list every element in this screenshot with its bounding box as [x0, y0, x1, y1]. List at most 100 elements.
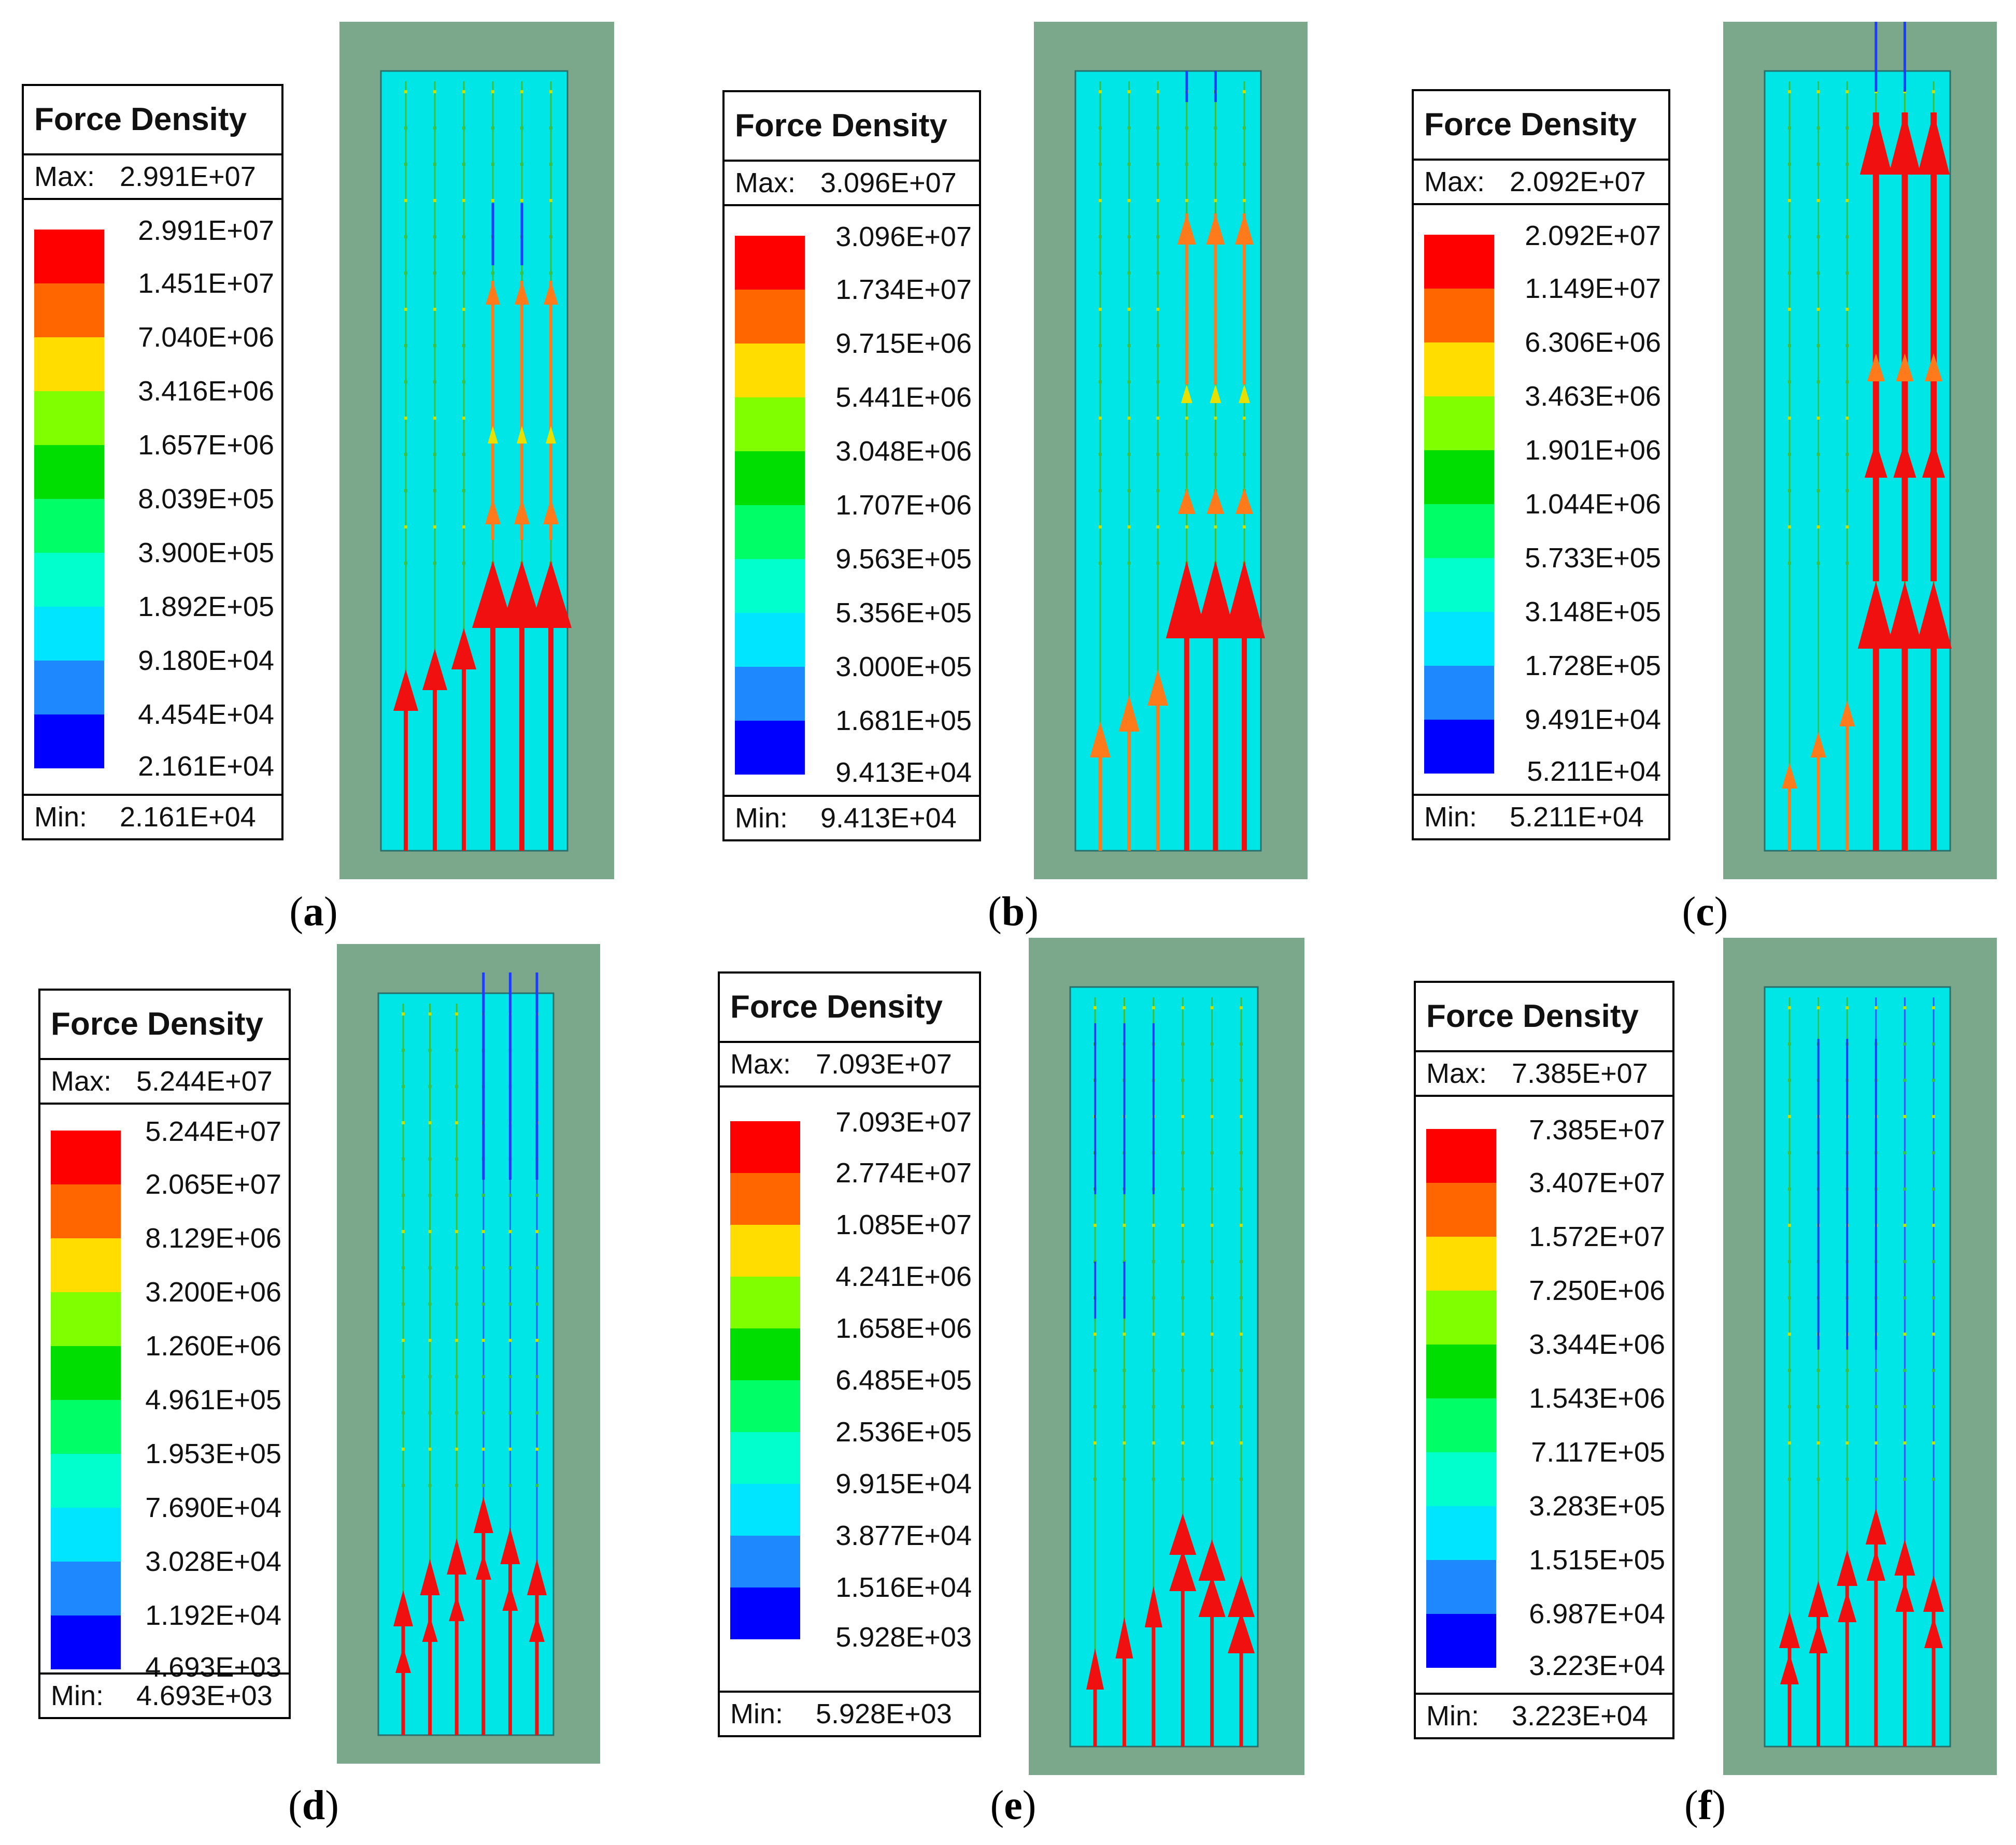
- color-swatch: [1426, 1129, 1496, 1183]
- vector-dot: [1181, 1079, 1185, 1082]
- legend-tick-label: 3.463E+06: [1525, 381, 1661, 412]
- vector-dot: [1816, 417, 1820, 420]
- arrow-head: [1147, 669, 1169, 706]
- vector-dot: [1127, 199, 1131, 202]
- legend-tick-label: 7.040E+06: [138, 322, 274, 353]
- caption-a: (a): [289, 889, 338, 935]
- vector-dot: [508, 1339, 512, 1342]
- color-scale: [1424, 235, 1494, 774]
- vector-dot: [1788, 1369, 1791, 1372]
- color-swatch: [34, 337, 104, 391]
- vector-dot: [402, 1012, 405, 1016]
- vector-dot: [1243, 453, 1246, 456]
- legend-tick-label: 1.707E+06: [835, 490, 972, 521]
- arrow-head: [1090, 721, 1111, 757]
- vector-dot: [433, 126, 436, 130]
- legend-tick-label: 9.413E+04: [835, 757, 972, 788]
- vector-dot: [1094, 1224, 1097, 1227]
- color-swatch: [51, 1292, 121, 1346]
- arrow-head: [1864, 441, 1887, 478]
- vector-dot: [462, 525, 465, 528]
- legend-title: Force Density: [1416, 983, 1672, 1052]
- vector-dot: [455, 1230, 459, 1233]
- vector-dot: [549, 271, 552, 275]
- vector-dot: [404, 344, 407, 347]
- vector-dot: [1845, 1369, 1849, 1372]
- vector-dot: [1127, 417, 1131, 420]
- color-swatch: [34, 661, 104, 714]
- vector-dot: [1788, 1441, 1791, 1444]
- vector-dot: [455, 1484, 459, 1487]
- vector-dot: [402, 1339, 405, 1342]
- legend-tick-label: 8.039E+05: [138, 483, 274, 514]
- vector-dot: [1094, 1333, 1097, 1336]
- legend-tick-label: 3.000E+05: [835, 651, 972, 682]
- color-swatch: [730, 1225, 800, 1277]
- vector-dot: [1816, 126, 1820, 130]
- vector-dot: [1099, 308, 1102, 311]
- arrow-head: [1779, 1612, 1800, 1648]
- vector-dot: [1240, 1333, 1243, 1336]
- arrow-head: [1177, 488, 1196, 514]
- vector-dot: [1243, 90, 1246, 93]
- legend-tick-label: 2.092E+07: [1525, 220, 1661, 251]
- color-swatch: [1426, 1452, 1496, 1506]
- vector-dot: [1240, 1042, 1243, 1046]
- vector-dot: [1099, 380, 1102, 383]
- vector-dot: [1127, 562, 1131, 565]
- vector-dot: [1845, 90, 1849, 93]
- vector-dot: [433, 417, 436, 420]
- legend-tick-label: 9.491E+04: [1525, 704, 1661, 735]
- legend-max: Max: 2.991E+07: [24, 155, 281, 200]
- color-swatch: [51, 1615, 121, 1669]
- legend-tick-label: 5.733E+05: [1525, 542, 1661, 574]
- vector-dot: [1099, 525, 1102, 528]
- arrow-head: [488, 426, 498, 444]
- arrow-head: [527, 1559, 547, 1595]
- color-swatch: [730, 1587, 800, 1639]
- vector-dot: [1127, 90, 1131, 93]
- vector-dot: [1094, 1369, 1097, 1372]
- arrow-head: [1086, 1648, 1104, 1690]
- color-swatch: [1424, 289, 1494, 342]
- vector-dot: [1874, 1405, 1878, 1408]
- vector-dot: [1123, 1224, 1126, 1227]
- vector-dot: [1932, 1260, 1935, 1263]
- vector-dot: [535, 1303, 538, 1306]
- arrow-head: [395, 1647, 411, 1673]
- arrow-head: [1896, 353, 1914, 381]
- vector-dot: [1210, 1405, 1214, 1408]
- vector-dot: [549, 90, 552, 93]
- legend-tick-label: 2.161E+04: [138, 751, 274, 782]
- vector-dot: [1210, 1260, 1214, 1263]
- vector-dot: [402, 1448, 405, 1451]
- color-swatch: [1424, 612, 1494, 666]
- vector-dot: [1099, 417, 1102, 420]
- color-swatch: [34, 391, 104, 445]
- caption-f: (f): [1684, 1783, 1726, 1828]
- vector-dot: [404, 199, 407, 202]
- vector-dot: [1181, 1224, 1185, 1227]
- vector-dot: [481, 1484, 485, 1487]
- legend-tick-label: 3.283E+05: [1529, 1491, 1665, 1522]
- vector-dot: [402, 1303, 405, 1306]
- arrow-head: [546, 426, 556, 444]
- vector-dot: [1152, 1478, 1155, 1481]
- color-swatch: [1424, 396, 1494, 450]
- arrow-head: [393, 1590, 413, 1626]
- vector-dot: [455, 1375, 459, 1378]
- vector-dot: [1240, 1188, 1243, 1191]
- vector-dot: [428, 1375, 432, 1378]
- vector-dot: [433, 453, 436, 456]
- legend-tick-label: 7.250E+06: [1529, 1275, 1665, 1306]
- air-gap-field: [1074, 70, 1262, 852]
- vector-dot: [1152, 1441, 1155, 1444]
- legend-tick-label: 6.306E+06: [1525, 327, 1661, 358]
- vector-dot: [1845, 126, 1849, 130]
- arrow-head: [1893, 441, 1916, 478]
- vector-dot: [1094, 1006, 1097, 1009]
- vector-dot: [402, 1049, 405, 1052]
- legend-tick-label: 2.774E+07: [835, 1157, 972, 1189]
- legend-tick-label: 4.961E+05: [145, 1384, 281, 1415]
- vector-dot: [462, 562, 465, 565]
